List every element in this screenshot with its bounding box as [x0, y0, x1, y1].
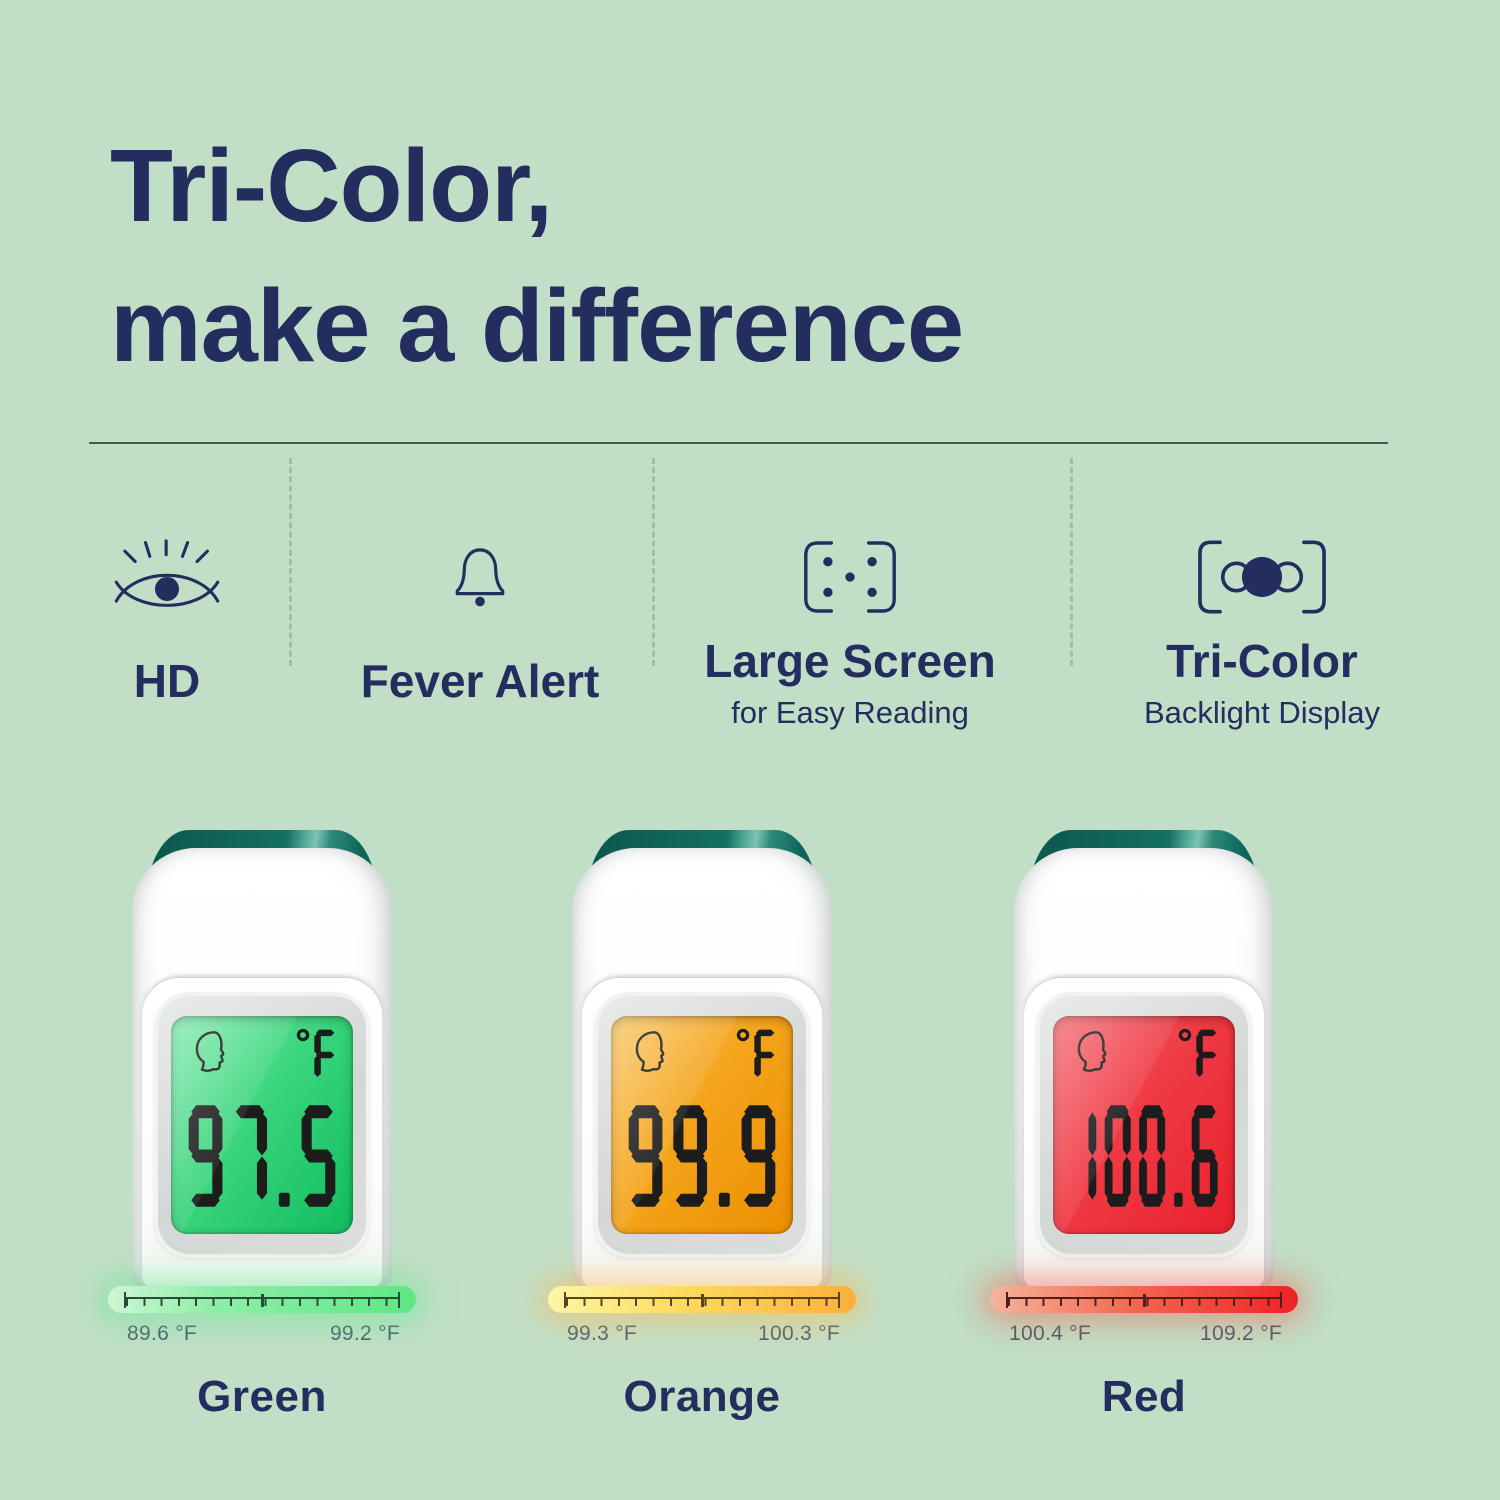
screen-bezel — [154, 992, 370, 1258]
color-name-label: Orange — [623, 1372, 781, 1421]
title-line1: Tri-Color, — [110, 128, 553, 243]
feature-label: Tri-Color — [1166, 635, 1358, 687]
feature-label: HD — [133, 655, 201, 707]
bell-icon — [455, 548, 505, 607]
temperature-range: 100.4 °F 109.2 °F — [990, 1322, 1298, 1346]
column-separator — [289, 458, 292, 666]
title-line2: make a difference — [110, 268, 964, 384]
scale-ruler — [564, 1292, 840, 1308]
lcd-screen — [1053, 1016, 1235, 1234]
feature-icon-box — [330, 534, 630, 620]
temperature-scale — [990, 1286, 1298, 1313]
feature-large-screen: Large Screen for Easy Reading — [695, 534, 1005, 731]
temperature-range: 99.3 °F 100.3 °F — [548, 1322, 856, 1346]
feature-fever-alert: Fever Alert — [330, 534, 630, 708]
temperature-scale — [108, 1286, 416, 1313]
range-max-label: 109.2 °F — [1199, 1322, 1282, 1345]
column-separator — [652, 458, 655, 666]
lcd-unit-fahrenheit — [1178, 1028, 1219, 1087]
feature-hd: HD — [47, 534, 287, 708]
color-name-label: Red — [1101, 1372, 1187, 1421]
head-profile-icon — [635, 1031, 665, 1072]
range-max-label: 99.2 °F — [329, 1322, 400, 1345]
feature-label: Large Screen — [704, 635, 996, 687]
feature-icon-box — [695, 534, 1005, 620]
lcd-reading — [1053, 1102, 1235, 1210]
feature-tri-color: Tri-Color Backlight Display — [1093, 534, 1431, 731]
thermometer-orange: 99.3 °F 100.3 °F Orange — [548, 828, 856, 1468]
large-screen-icon — [804, 541, 896, 613]
feature-icon-box — [47, 534, 287, 620]
temperature-scale — [548, 1286, 856, 1313]
scale-ruler — [1006, 1292, 1282, 1308]
scale-ruler — [124, 1292, 400, 1308]
eye-icon — [114, 539, 220, 607]
temperature-range: 89.6 °F 99.2 °F — [108, 1322, 416, 1346]
lcd-unit-fahrenheit — [736, 1028, 777, 1087]
column-separator — [1070, 458, 1073, 666]
lcd-reading — [171, 1102, 353, 1210]
lcd-reading — [611, 1102, 793, 1210]
head-profile-icon — [195, 1031, 225, 1072]
feature-sublabel: for Easy Reading — [731, 695, 969, 730]
screen-bezel — [1036, 992, 1252, 1258]
color-name-label: Green — [197, 1372, 327, 1421]
range-min-label: 89.6 °F — [127, 1322, 198, 1345]
lcd-unit-fahrenheit — [296, 1028, 337, 1087]
range-min-label: 99.3 °F — [567, 1322, 638, 1345]
feature-label: Fever Alert — [360, 655, 600, 707]
range-max-label: 100.3 °F — [757, 1322, 840, 1345]
page-title: Tri-Color, make a difference — [110, 116, 964, 396]
divider-line — [89, 442, 1388, 444]
thermometer-green: 89.6 °F 99.2 °F Green — [108, 828, 416, 1468]
feature-sublabel: Backlight Display — [1143, 695, 1381, 730]
lcd-screen — [611, 1016, 793, 1234]
head-profile-icon — [1077, 1031, 1107, 1072]
lcd-screen — [171, 1016, 353, 1234]
thermometer-red: 100.4 °F 109.2 °F Red — [990, 828, 1298, 1468]
range-min-label: 100.4 °F — [1009, 1322, 1092, 1345]
tri-color-backlight-icon — [1198, 540, 1326, 614]
feature-icon-box — [1093, 534, 1431, 620]
screen-bezel — [594, 992, 810, 1258]
